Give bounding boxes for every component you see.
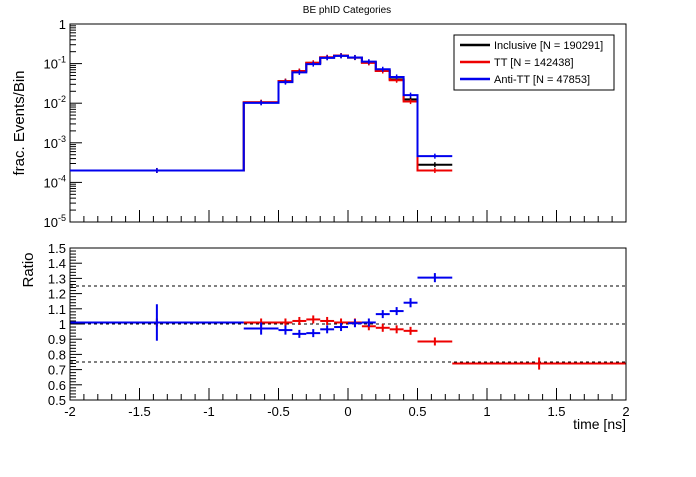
top-y-tick-label: 10-1 (44, 55, 66, 72)
top-y-tick-label: 10-4 (44, 173, 66, 190)
top-y-tick-base: 10 (44, 215, 58, 230)
top-y-axis-label: frac. Events/Bin (11, 70, 28, 175)
bottom-y-tick-label: 0.9 (48, 332, 66, 347)
top-y-tick-base: 1 (59, 17, 66, 32)
x-tick-label: 0 (344, 404, 351, 419)
legend: Inclusive [N = 190291] TT [N = 142438] A… (453, 34, 615, 91)
x-tick-label: 0.5 (408, 404, 426, 419)
x-axis-label: time [ns] (573, 416, 626, 432)
bottom-y-tick-label: 1 (59, 317, 66, 332)
bottom-y-tick-label: 0.7 (48, 363, 66, 378)
top-y-tick-base: 10 (44, 57, 58, 72)
x-tick-label: -1 (203, 404, 215, 419)
top-y-tick-exponent: -1 (58, 55, 66, 65)
top-y-tick-exponent: -3 (58, 134, 66, 144)
legend-label-inclusive: Inclusive [N = 190291] (494, 40, 603, 52)
histogram-series-2 (70, 54, 453, 172)
top-y-tick-label: 10-5 (44, 213, 66, 230)
chart-title: BE phID Categories (303, 5, 391, 16)
bottom-y-tick-label: 1.4 (48, 256, 66, 271)
x-tick-label: -1.5 (128, 404, 150, 419)
bottom-y-tick-label: 1.3 (48, 271, 66, 286)
legend-label-anti-tt: Anti-TT [N = 47853] (494, 74, 590, 86)
bottom-y-tick-label: 1.1 (48, 302, 66, 317)
top-y-tick-exponent: -2 (58, 94, 66, 104)
legend-label-tt: TT [N = 142438] (494, 57, 574, 69)
top-series (70, 53, 453, 173)
top-y-tick-label: 10-3 (44, 134, 66, 151)
x-tick-label: -2 (64, 404, 76, 419)
top-y-tick-exponent: -5 (58, 213, 66, 223)
top-y-tick-label: 1 (59, 17, 66, 32)
x-tick-label: 2 (622, 404, 629, 419)
top-y-axis: 10-510-410-310-210-11 (44, 17, 82, 230)
bottom-y-tick-label: 0.5 (48, 393, 66, 408)
x-tick-label: 1.5 (547, 404, 565, 419)
bottom-panel: 0.50.60.70.80.911.11.21.31.41.5 -2 -1.5 -1… (20, 241, 630, 432)
ratio-series (70, 273, 626, 370)
bottom-y-axis-label: Ratio (20, 252, 37, 287)
top-panel: 10-510-410-310-210-11 frac. Events/Bin I… (11, 17, 627, 230)
bottom-y-tick-label: 1.5 (48, 241, 66, 256)
top-y-tick-exponent: -4 (58, 173, 66, 183)
bottom-y-axis: 0.50.60.70.80.911.11.21.31.41.5 (48, 241, 82, 408)
histogram-series-0 (70, 54, 453, 172)
top-y-tick-base: 10 (44, 136, 58, 151)
histogram-series-1 (70, 54, 453, 172)
bottom-y-tick-label: 0.6 (48, 378, 66, 393)
bottom-y-tick-label: 1.2 (48, 287, 66, 302)
bottom-x-axis: -2 -1.5 -1 -0.5 0 0.5 1 1.5 2 (64, 388, 630, 419)
top-x-axis (69, 210, 627, 222)
bottom-y-tick-label: 0.8 (48, 347, 66, 362)
top-y-tick-base: 10 (44, 175, 58, 190)
x-tick-label: -0.5 (267, 404, 289, 419)
x-tick-label: 1 (483, 404, 490, 419)
top-y-tick-label: 10-2 (44, 94, 66, 111)
top-y-tick-base: 10 (44, 96, 58, 111)
